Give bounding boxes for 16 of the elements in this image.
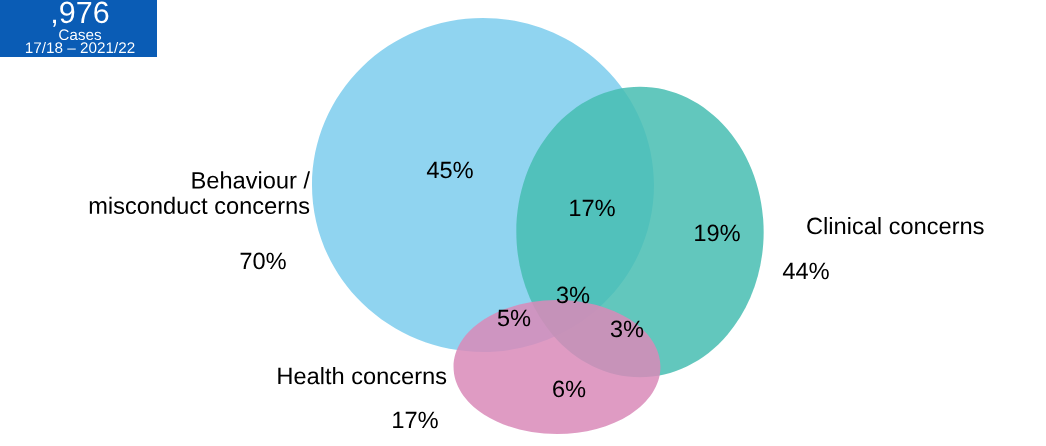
- text: 17%: [570, 199, 615, 217]
- data-label: 44%: [782, 262, 829, 280]
- text: 45%: [426, 161, 473, 179]
- category-label: Health concerns: [278, 366, 447, 385]
- text: 3%: [610, 320, 644, 338]
- text: Cases: [59, 29, 102, 41]
- text: 3%: [556, 286, 590, 304]
- category-label: Clinical concerns: [807, 217, 984, 235]
- text: ,976: [53, 1, 109, 27]
- data-label: 17%: [393, 411, 438, 429]
- text: 5%: [497, 309, 531, 327]
- data-label: 70%: [240, 252, 286, 270]
- text: 19%: [695, 224, 740, 242]
- category-label: Behaviour / misconduct concerns: [89, 171, 311, 215]
- text: 17/18 – 2021/22: [25, 41, 135, 54]
- text: 6%: [553, 380, 586, 398]
